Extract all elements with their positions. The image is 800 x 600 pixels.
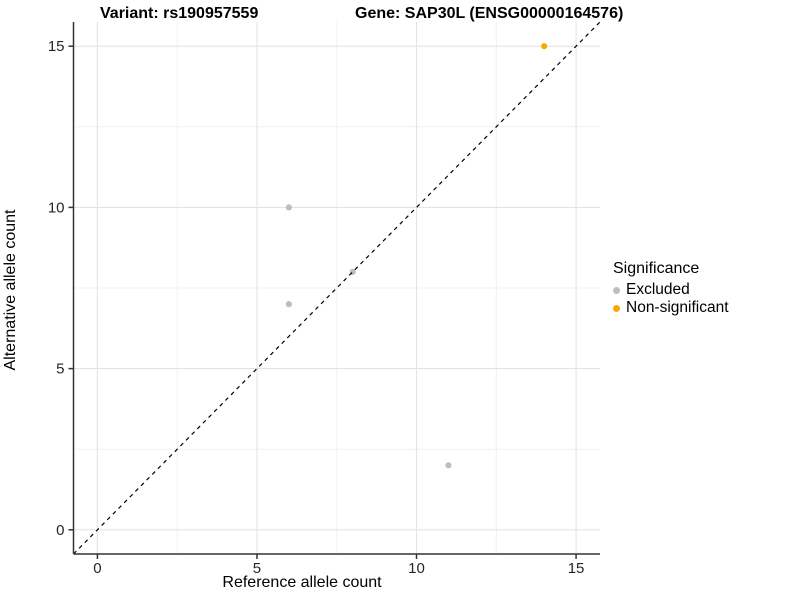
- y-tick-label: 0: [56, 522, 64, 539]
- data-point-excluded: [445, 462, 452, 469]
- x-tick-label: 15: [568, 560, 585, 577]
- legend: Significance Excluded Non-significant: [613, 260, 729, 317]
- legend-item-label: Excluded: [626, 281, 690, 298]
- y-tick-label: 10: [48, 199, 65, 216]
- data-point-excluded: [285, 204, 292, 211]
- x-tick-label: 10: [408, 560, 425, 577]
- plot-title-gene: Gene: SAP30L (ENSG00000164576): [355, 5, 624, 22]
- non-significant-dot-icon: [613, 304, 620, 312]
- excluded-dot-icon: [613, 286, 620, 294]
- legend-title: Significance: [613, 260, 700, 277]
- y-axis-label: Alternative allele count: [2, 209, 19, 371]
- legend-item-non-significant: Non-significant: [613, 299, 729, 317]
- y-tick-label: 15: [48, 38, 65, 55]
- legend-item-label: Non-significant: [626, 299, 729, 316]
- y-tick-label: 5: [56, 361, 64, 378]
- x-tick-label: 5: [253, 560, 261, 577]
- x-axis-label: Reference allele count: [222, 574, 382, 591]
- data-point-excluded: [285, 301, 292, 308]
- x-tick-label: 0: [93, 560, 101, 577]
- legend-item-excluded: Excluded: [613, 281, 729, 299]
- plot-title-variant: Variant: rs190957559: [100, 5, 259, 22]
- data-point-non-significant: [541, 43, 548, 50]
